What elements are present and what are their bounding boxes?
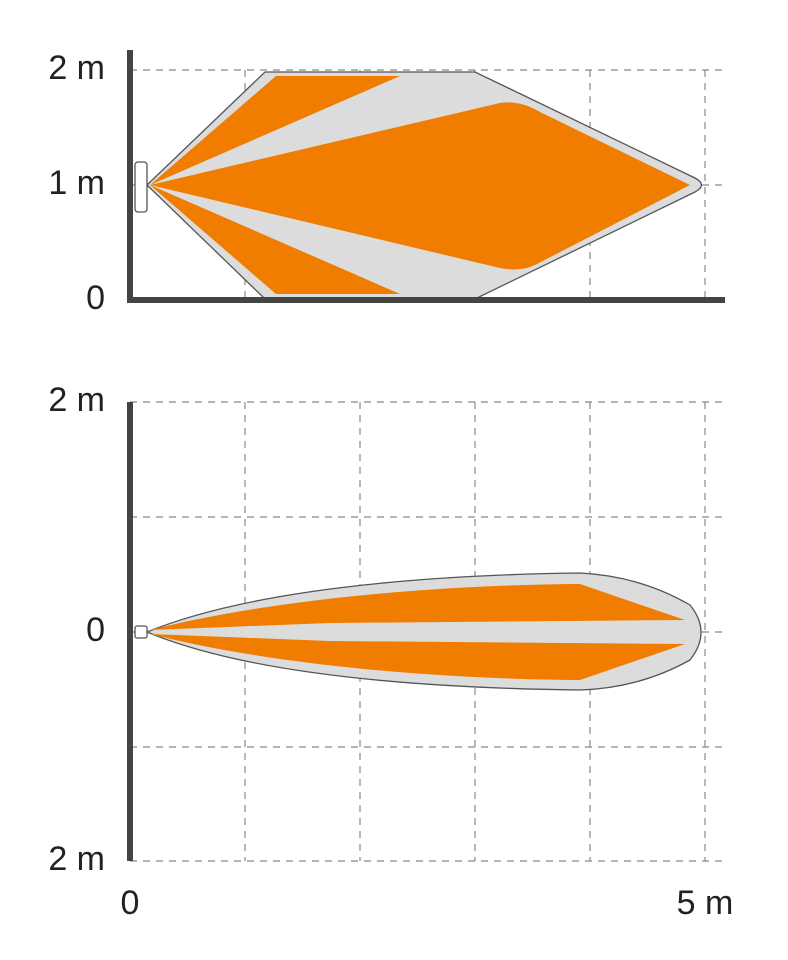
- top-coverage: [134, 71, 703, 300]
- y-label: 0: [86, 279, 105, 317]
- bottom-coverage: [134, 572, 702, 691]
- x-label: 0: [121, 884, 140, 922]
- top-axis: [127, 50, 725, 303]
- y-label: 2 m: [48, 49, 105, 87]
- y-label: 2 m: [48, 381, 105, 419]
- y-label: 0: [86, 611, 105, 649]
- y-label: 2 m: [48, 840, 105, 878]
- x-label: 5 m: [677, 884, 734, 922]
- y-label: 1 m: [48, 164, 105, 202]
